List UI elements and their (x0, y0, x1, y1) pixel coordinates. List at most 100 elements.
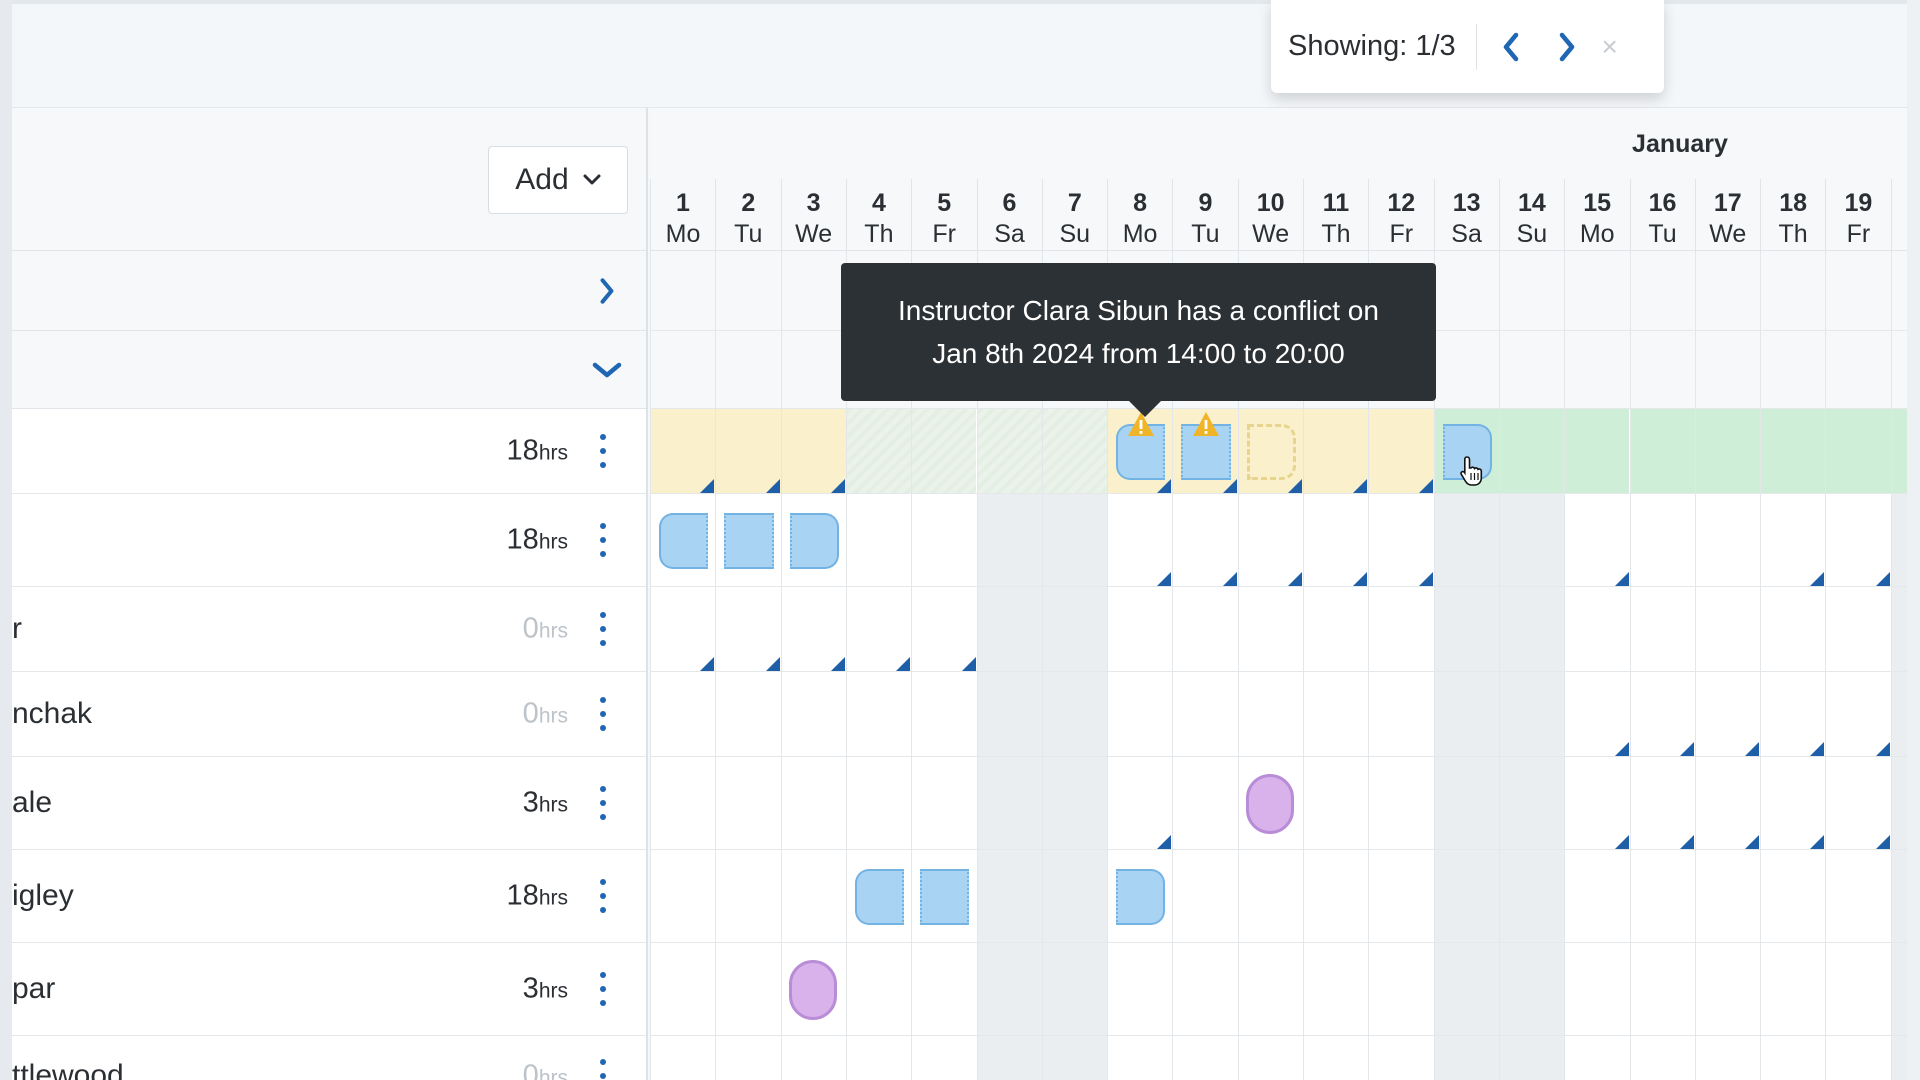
day-cell[interactable] (1564, 494, 1629, 586)
day-cell[interactable] (845, 757, 911, 849)
day-cell[interactable] (1564, 331, 1629, 408)
day-cell[interactable] (780, 251, 846, 330)
day-cell[interactable] (780, 494, 846, 586)
day-cell[interactable] (715, 943, 780, 1035)
day-cell[interactable] (715, 331, 780, 408)
day-cell[interactable] (650, 672, 715, 756)
day-cell[interactable] (1760, 943, 1825, 1035)
day-cell[interactable] (845, 494, 911, 586)
day-cell[interactable] (715, 672, 780, 756)
day-cell[interactable] (1041, 1036, 1108, 1080)
day-cell[interactable] (1041, 672, 1108, 756)
day-cell[interactable] (1694, 1036, 1760, 1080)
day-cell[interactable] (1825, 943, 1890, 1035)
day-cell[interactable] (1172, 850, 1237, 942)
day-cell[interactable] (1433, 943, 1499, 1035)
day-cell[interactable] (1890, 757, 1907, 849)
warning-icon[interactable] (1191, 409, 1221, 439)
day-cell[interactable] (1760, 409, 1826, 493)
resource-row[interactable]: igley 18hrs (12, 850, 646, 943)
day-cell[interactable] (1694, 672, 1760, 756)
day-cell[interactable] (1107, 757, 1172, 849)
day-cell[interactable] (1564, 1036, 1629, 1080)
day-cell[interactable] (1629, 757, 1695, 849)
resource-row[interactable]: r 0hrs (12, 587, 646, 672)
day-cell[interactable] (1694, 757, 1760, 849)
day-cell[interactable] (1303, 757, 1368, 849)
day-cell[interactable] (650, 757, 715, 849)
day-cell[interactable] (1498, 757, 1565, 849)
day-cell[interactable] (715, 494, 780, 586)
day-cell[interactable] (845, 1036, 911, 1080)
day-cell[interactable] (715, 1036, 780, 1080)
day-cell[interactable] (1629, 494, 1695, 586)
resource-row[interactable]: ale 3hrs (12, 757, 646, 850)
day-cell[interactable] (780, 331, 846, 408)
add-dropdown-button[interactable]: Add (488, 146, 628, 214)
day-cell[interactable] (1303, 672, 1368, 756)
day-cell[interactable] (1498, 587, 1565, 671)
day-cell[interactable] (976, 943, 1042, 1035)
day-cell[interactable] (650, 1036, 715, 1080)
day-cell[interactable] (1629, 943, 1695, 1035)
day-cell[interactable] (976, 757, 1042, 849)
day-cell[interactable] (1041, 494, 1108, 586)
day-cell[interactable] (650, 251, 715, 330)
day-cell[interactable] (1433, 672, 1499, 756)
day-cell[interactable] (1303, 587, 1368, 671)
day-cell[interactable] (1825, 494, 1890, 586)
day-cell[interactable] (1694, 494, 1760, 586)
day-cell[interactable] (911, 672, 976, 756)
day-cell[interactable] (1760, 494, 1825, 586)
day-cell[interactable] (1564, 251, 1629, 330)
day-cell[interactable] (976, 409, 1042, 493)
day-cell[interactable] (1694, 331, 1760, 408)
day-cell[interactable] (1172, 1036, 1237, 1080)
more-options-icon[interactable] (596, 786, 610, 820)
day-cell[interactable] (1303, 943, 1368, 1035)
day-cell[interactable] (1890, 943, 1907, 1035)
day-cell[interactable] (976, 494, 1042, 586)
day-cell[interactable] (1433, 757, 1499, 849)
more-options-icon[interactable] (596, 612, 610, 646)
day-cell[interactable] (1107, 850, 1172, 942)
day-cell[interactable] (1564, 409, 1630, 493)
day-cell[interactable] (1237, 757, 1303, 849)
day-cell[interactable] (1825, 251, 1890, 330)
resource-row[interactable]: ttlewood 0hrs (12, 1036, 646, 1080)
day-cell[interactable] (780, 672, 846, 756)
day-cell[interactable] (1629, 850, 1695, 942)
day-cell[interactable] (1172, 672, 1237, 756)
day-cell[interactable] (1433, 850, 1499, 942)
day-cell[interactable] (976, 587, 1042, 671)
day-cell[interactable] (780, 943, 846, 1035)
scrollbar-track[interactable] (1907, 0, 1920, 1080)
day-cell[interactable] (1368, 850, 1433, 942)
day-cell[interactable] (1760, 587, 1825, 671)
day-cell[interactable] (1694, 850, 1760, 942)
day-cell[interactable] (1760, 757, 1825, 849)
booking-pill[interactable] (1246, 773, 1295, 834)
day-cell[interactable] (1041, 587, 1108, 671)
day-cell[interactable] (1890, 331, 1907, 408)
day-cell[interactable] (650, 943, 715, 1035)
day-cell[interactable] (911, 494, 976, 586)
day-cell[interactable] (1303, 850, 1368, 942)
day-cell[interactable] (1498, 331, 1564, 408)
group-row-expanded[interactable] (12, 331, 646, 409)
day-cell[interactable] (1433, 251, 1499, 330)
day-cell[interactable] (1237, 587, 1303, 671)
day-cell[interactable] (715, 757, 780, 849)
day-cell[interactable] (911, 943, 976, 1035)
day-cell[interactable] (1890, 494, 1907, 586)
day-cell[interactable] (1825, 331, 1890, 408)
day-cell[interactable] (976, 850, 1042, 942)
chevron-down-icon[interactable] (592, 355, 622, 385)
day-cell[interactable] (1564, 757, 1629, 849)
day-cell[interactable] (1498, 251, 1564, 330)
day-cell[interactable] (1629, 587, 1695, 671)
more-options-icon[interactable] (596, 697, 610, 731)
day-cell[interactable] (715, 251, 780, 330)
day-cell[interactable] (650, 494, 715, 586)
more-options-icon[interactable] (596, 434, 610, 468)
